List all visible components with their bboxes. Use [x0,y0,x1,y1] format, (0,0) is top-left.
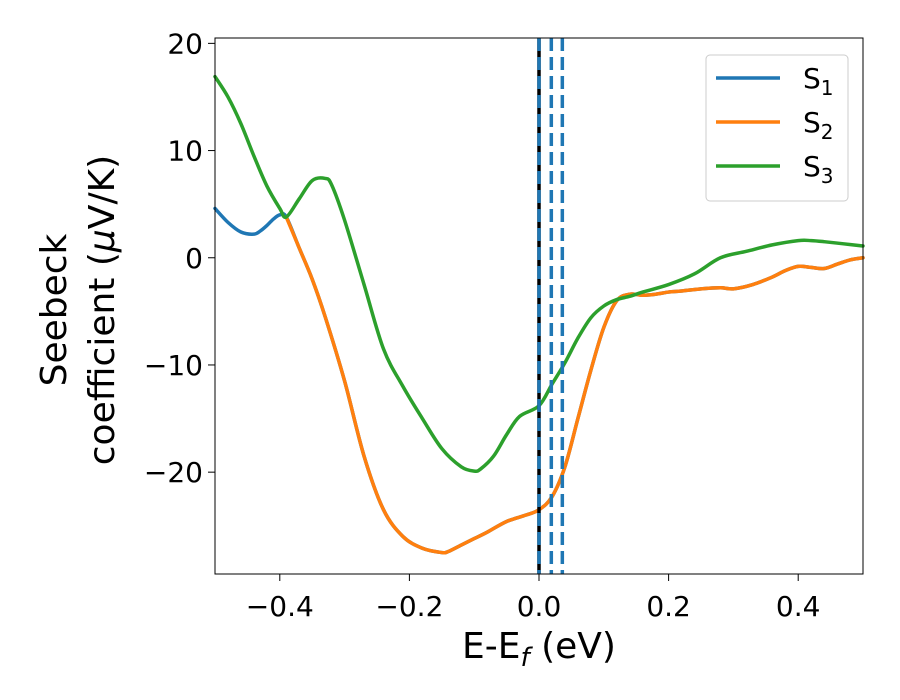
y-axis-label-line1: Seebeck [34,233,75,386]
y-axis-label-pre: coefficient ( [82,252,123,465]
x-tick-label-3: 0.0 [517,590,562,623]
y-axis-label: Seebeck coefficient (μV/K) [34,155,123,465]
y-axis-label-post: V/K) [82,155,123,229]
legend-label-s1: S1 [803,62,834,100]
series-line-s3 [213,74,865,474]
ticks-layer: −0.4 −0.2 0.0 0.2 0.4 20 10 0 −10 −20 [144,27,821,623]
legend-label-s2: S2 [803,106,834,144]
y-tick-label-4: −10 [144,349,203,382]
legend: S1 S2 S3 [705,54,849,202]
y-tick-label-1: 20 [167,27,203,60]
y-tick-label-2: 10 [167,135,203,168]
x-axis-label: E-Ef (eV) [462,626,616,673]
x-tick-label-5: 0.4 [776,590,821,623]
legend-label-s3: S3 [803,150,834,188]
x-tick-label-2: −0.2 [375,590,443,623]
x-tick-label-4: 0.2 [646,590,691,623]
x-axis-label-main: E-E [462,626,520,667]
y-axis-label-mu: μ [82,229,123,253]
x-axis-label-unit: (eV) [530,626,616,667]
series-line-s2 [284,215,865,555]
y-tick-label-5: −20 [144,456,203,489]
series-layer [213,74,865,555]
y-axis-label-line2: coefficient (μV/K) [82,155,123,465]
y-tick-label-3: 0 [185,242,203,275]
reference-lines-layer [537,38,565,574]
x-tick-label-1: −0.4 [246,590,314,623]
